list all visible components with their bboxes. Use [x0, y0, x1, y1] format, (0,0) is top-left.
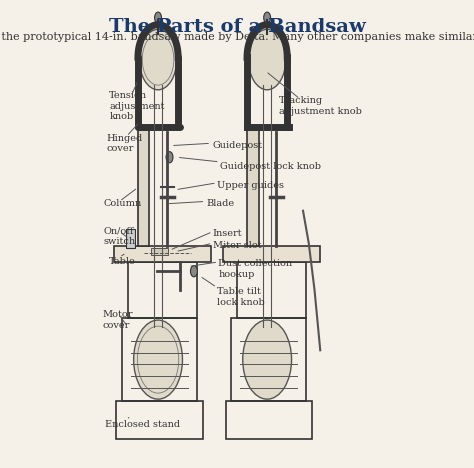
Circle shape — [248, 29, 286, 90]
Text: Blade: Blade — [207, 199, 235, 208]
Text: Tension
adjustment
knob: Tension adjustment knob — [109, 91, 165, 121]
Text: Table tilt
lock knob: Table tilt lock knob — [217, 287, 264, 307]
Text: On/off
switch: On/off switch — [103, 227, 136, 246]
Polygon shape — [114, 246, 211, 262]
Polygon shape — [138, 127, 149, 246]
Text: Table: Table — [109, 257, 136, 266]
Text: This is the prototypical 14-in. bandsaw made by Delta. Many other companies make: This is the prototypical 14-in. bandsaw … — [0, 32, 474, 42]
Text: Hinged
cover: Hinged cover — [106, 133, 143, 153]
Polygon shape — [223, 246, 320, 262]
Bar — [151, 248, 168, 255]
Text: Tracking
adjustment knob: Tracking adjustment knob — [279, 96, 362, 116]
Text: Guidepost lock knob: Guidepost lock knob — [220, 162, 321, 171]
Text: Enclosed stand: Enclosed stand — [105, 420, 180, 429]
Circle shape — [191, 266, 197, 277]
Text: Dust collection
hookup: Dust collection hookup — [219, 259, 292, 278]
Circle shape — [243, 320, 292, 399]
Polygon shape — [247, 127, 258, 246]
Circle shape — [166, 152, 173, 163]
Text: Column: Column — [103, 199, 142, 208]
Circle shape — [139, 29, 177, 90]
Circle shape — [264, 12, 271, 23]
Text: Miter slot: Miter slot — [213, 241, 261, 250]
Bar — [127, 229, 135, 248]
Circle shape — [134, 320, 182, 399]
Circle shape — [155, 12, 162, 23]
Text: Guidepost: Guidepost — [213, 141, 263, 150]
Text: Motor
cover: Motor cover — [102, 310, 133, 330]
Text: The Parts of a Bandsaw: The Parts of a Bandsaw — [109, 18, 365, 36]
Text: Insert: Insert — [213, 229, 242, 239]
Text: Upper guides: Upper guides — [217, 181, 284, 190]
